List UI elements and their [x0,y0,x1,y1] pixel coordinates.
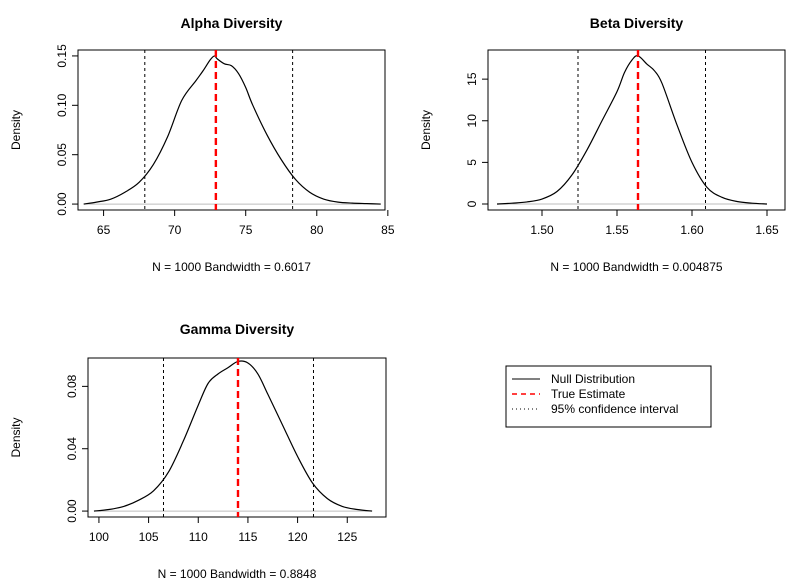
y-tick-label: 5 [465,159,479,166]
chart-title: Alpha Diversity [181,15,283,31]
plot-frame [77,49,386,211]
legend-label-confidence-interval: 95% confidence interval [551,402,678,416]
y-tick-label: 0.10 [55,93,69,117]
x-tick-label: 85 [381,223,395,237]
x-axis-label: N = 1000 Bandwidth = 0.004875 [550,260,722,274]
x-tick-label: 1.55 [605,223,629,237]
x-tick-label: 115 [238,530,257,544]
y-tick-label: 0.05 [55,143,69,167]
x-tick-label: 65 [97,223,111,237]
y-tick-label: 0.00 [55,192,69,216]
x-tick-label: 110 [189,530,208,544]
panel-alpha: Alpha Diversity N = 1000 Bandwidth = 0.60… [9,15,395,274]
y-axis-label: Density [9,110,23,150]
y-axis-label: Density [419,110,433,150]
x-tick-label: 1.65 [755,223,779,237]
x-tick-label: 100 [89,530,109,544]
y-tick-label: 0 [465,200,479,207]
chart-title: Gamma Diversity [180,321,295,337]
x-tick-label: 125 [337,530,357,544]
legend: Null Distribution True Estimate 95% conf… [505,365,712,428]
y-tick-label: 15 [465,72,479,86]
panels: Alpha Diversity N = 1000 Bandwidth = 0.60… [9,15,786,581]
density-curve [93,360,373,512]
x-tick-label: 120 [288,530,308,544]
x-axis-label: N = 1000 Bandwidth = 0.8848 [158,567,317,581]
legend-box [505,365,712,428]
density-curve [496,55,768,205]
y-tick-label: 0.08 [65,374,79,398]
panel-beta: Beta Diversity N = 1000 Bandwidth = 0.004… [419,15,786,274]
x-tick-label: 70 [168,223,182,237]
panel-gamma: Gamma Diversity N = 1000 Bandwidth = 0.88… [9,321,387,581]
legend-label-null-distribution: Null Distribution [551,372,635,386]
y-tick-label: 0.04 [65,437,79,461]
x-tick-label: 105 [139,530,159,544]
x-tick-label: 75 [239,223,253,237]
y-tick-label: 10 [465,114,479,128]
x-axis-label: N = 1000 Bandwidth = 0.6017 [152,260,311,274]
x-tick-label: 1.60 [680,223,704,237]
y-tick-label: 0.00 [65,499,79,523]
y-tick-label: 0.15 [55,44,69,68]
chart-title: Beta Diversity [590,15,684,31]
x-tick-label: 1.50 [530,223,554,237]
plot-frame [487,49,786,211]
y-axis-label: Density [9,417,23,457]
x-tick-label: 80 [310,223,324,237]
legend-label-true-estimate: True Estimate [551,387,626,401]
density-curve [83,55,381,205]
